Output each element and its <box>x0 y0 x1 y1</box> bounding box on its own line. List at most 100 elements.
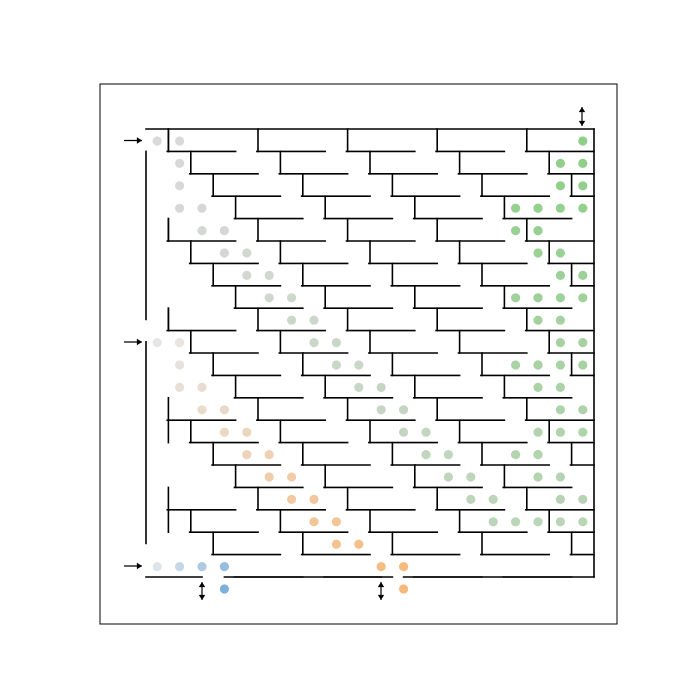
path-gray-to-green-dot-80 <box>578 158 588 168</box>
path-gray-to-green-dot-81 <box>578 136 588 146</box>
path-gray-to-green-dot-36 <box>578 517 588 527</box>
path-blue-dot-1 <box>175 562 185 572</box>
path-gray-to-green-dot-79 <box>555 158 566 168</box>
exit-top-right-arrow <box>578 107 586 126</box>
path-gray-to-green-dot-77 <box>578 181 588 191</box>
path-gray-to-green-dot-66 <box>555 270 566 280</box>
path-blue-dot-4 <box>219 584 229 594</box>
path-gray-to-green-dot-54 <box>555 360 566 370</box>
path-peach-dot-5 <box>197 405 207 415</box>
path-peach-dot-6 <box>219 405 229 415</box>
path-gray-to-green-dot-33 <box>510 517 521 527</box>
path-peach-dot-7 <box>219 427 229 437</box>
path-gray-to-green-dot-18 <box>331 360 341 370</box>
path-gray-to-green-dot-14 <box>287 315 297 325</box>
path-peach-dot-9 <box>242 450 252 460</box>
path-gray-to-green-dot-42 <box>510 450 521 460</box>
path-gray-to-green-dot-7 <box>219 226 229 236</box>
entrance-top-arrow <box>124 137 142 144</box>
path-peach-dot-19 <box>376 562 386 572</box>
path-gray-to-green-dot-37 <box>578 494 588 504</box>
path-peach-dot-8 <box>242 427 252 437</box>
path-gray-to-green-dot-67 <box>555 248 566 258</box>
path-gray-to-green-dot-59 <box>533 315 543 325</box>
path-gray-to-green-dot-48 <box>555 405 566 415</box>
exit-bottom-left-arrow <box>198 582 206 600</box>
path-peach-dot-21 <box>399 584 409 594</box>
path-gray-to-green-dot-29 <box>466 472 476 482</box>
path-peach-dot-1 <box>175 338 185 348</box>
path-gray-to-green-dot-28 <box>443 472 453 482</box>
entry-exit-arrows <box>124 107 586 600</box>
entrance-middle-arrow <box>124 338 142 346</box>
path-gray-to-green-dot-49 <box>555 382 566 392</box>
path-gray-to-green-dot-2 <box>175 158 185 168</box>
path-gray-to-green-dot-46 <box>578 427 588 437</box>
path-gray-to-green-dot-24 <box>399 427 409 437</box>
path-gray-to-green-dot-73 <box>510 203 521 213</box>
path-peach <box>152 338 409 594</box>
path-gray-to-green-dot-52 <box>510 360 521 370</box>
path-gray-to-green-dot-57 <box>555 338 566 348</box>
path-gray-to-green-dot-26 <box>421 450 431 460</box>
path-gray-to-green-dot-17 <box>331 338 341 348</box>
path-gray-to-green-dot-13 <box>287 293 297 303</box>
path-gray-to-green-dot-71 <box>533 226 543 236</box>
path-gray-to-green-dot-50 <box>533 382 543 392</box>
path-gray-to-green-dot-62 <box>533 293 543 303</box>
path-peach-dot-3 <box>175 382 185 392</box>
path-gray-to-green-dot-9 <box>242 248 252 258</box>
path-gray-to-green-dot-8 <box>219 248 229 258</box>
path-gray-to-green-dot-68 <box>533 248 543 258</box>
path-gray-to-green-dot-22 <box>376 405 386 415</box>
path-gray-to-green-dot-40 <box>533 472 543 482</box>
path-gray-to-green-dot-27 <box>443 450 453 460</box>
path-gray-to-green-dot-53 <box>533 360 543 370</box>
path-gray-to-green-dot-25 <box>421 427 431 437</box>
path-gray-to-green-dot-61 <box>510 293 521 303</box>
path-gray-to-green-dot-75 <box>555 203 566 213</box>
path-peach-dot-14 <box>309 494 319 504</box>
path-peach-dot-2 <box>175 360 185 370</box>
path-peach-dot-12 <box>287 472 297 482</box>
path-gray-to-green-dot-30 <box>466 494 476 504</box>
path-peach-dot-15 <box>309 517 319 527</box>
path-gray-to-green-dot-0 <box>152 136 162 146</box>
path-gray-to-green-dot-5 <box>197 203 207 213</box>
path-gray-to-green-dot-35 <box>555 517 566 527</box>
path-gray-to-green-dot-43 <box>533 450 543 460</box>
path-peach-dot-11 <box>264 472 274 482</box>
path-gray-to-green-dot-44 <box>533 427 543 437</box>
path-blue <box>152 562 229 594</box>
maze-walls <box>145 128 595 578</box>
exit-bottom-middle-arrow <box>377 582 385 600</box>
path-gray-to-green-dot-16 <box>309 338 319 348</box>
path-gray-to-green-dot-31 <box>488 494 498 504</box>
path-blue-dot-3 <box>219 562 229 572</box>
path-gray-to-green-dot-10 <box>242 270 252 280</box>
path-gray-to-green-dot-65 <box>578 270 588 280</box>
path-gray-to-green-dot-21 <box>376 382 386 392</box>
path-gray-to-green-dot-74 <box>533 203 543 213</box>
path-gray-to-green-dot-70 <box>510 226 521 236</box>
path-gray-to-green-dot-1 <box>175 136 185 146</box>
path-gray-to-green-dot-20 <box>354 382 364 392</box>
path-gray-to-green-dot-38 <box>555 494 566 504</box>
plot-frame <box>99 83 618 625</box>
path-gray-to-green-dot-56 <box>578 338 588 348</box>
path-gray-to-green-dot-78 <box>555 181 566 191</box>
path-gray-to-green-dot-19 <box>354 360 364 370</box>
path-peach-dot-0 <box>152 338 162 348</box>
path-gray-to-green-dot-45 <box>555 427 566 437</box>
path-peach-dot-4 <box>197 382 207 392</box>
path-gray-to-green <box>152 136 588 527</box>
path-gray-to-green-dot-12 <box>264 293 274 303</box>
entrance-bottom-arrow <box>124 562 142 570</box>
path-blue-dot-2 <box>197 562 207 572</box>
path-gray-to-green-dot-76 <box>578 203 588 213</box>
path-blue-dot-0 <box>152 562 162 572</box>
path-gray-to-green-dot-64 <box>578 293 588 303</box>
path-peach-dot-17 <box>331 539 341 549</box>
